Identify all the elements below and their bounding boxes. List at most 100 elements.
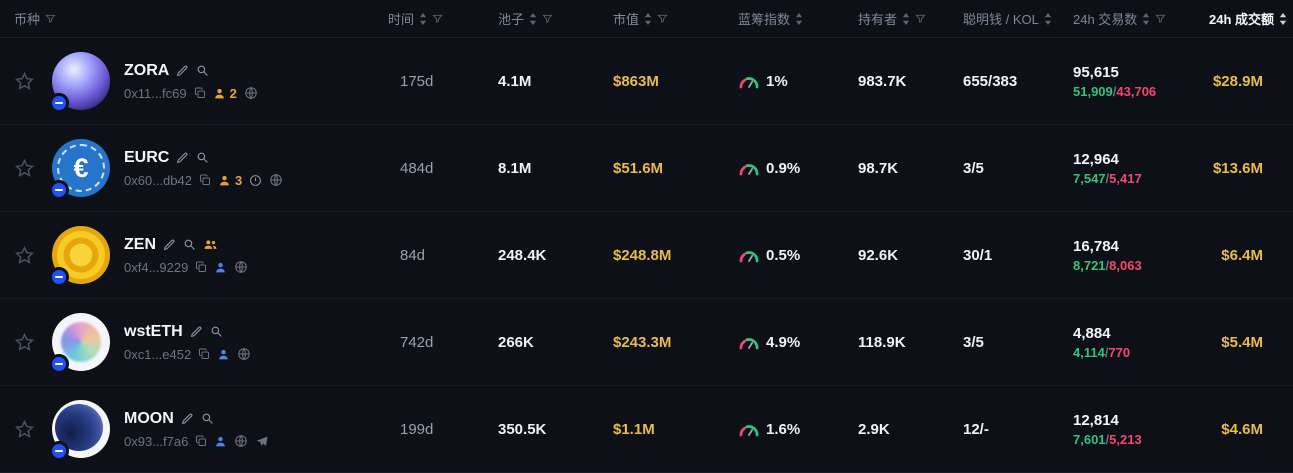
person-icon[interactable] [214, 261, 227, 274]
pool-cell: 248.4K [498, 246, 547, 264]
token-name[interactable]: wstETH [124, 322, 183, 340]
marketcap-cell: $1.1M [613, 420, 655, 438]
volume-cell: $13.6M [1212, 159, 1263, 177]
edit-icon[interactable] [163, 238, 176, 251]
search-icon[interactable] [196, 151, 209, 164]
token-avatar[interactable] [49, 52, 110, 113]
globe-icon[interactable] [269, 173, 283, 187]
transactions-cell: 4,884 4,114/770 [1063, 325, 1198, 360]
marketcap-cell: $243.3M [613, 333, 672, 351]
time-cell: 742d [400, 333, 434, 351]
token-avatar[interactable]: € [49, 139, 110, 200]
bluechip-value: 1% [766, 72, 788, 90]
filter-icon[interactable] [542, 13, 553, 24]
person-icon[interactable] [217, 348, 230, 361]
tx-sells: 43,706 [1116, 83, 1157, 99]
sort-icon[interactable] [795, 12, 803, 25]
favorite-star-icon[interactable] [0, 71, 48, 92]
sort-icon[interactable] [1044, 12, 1052, 25]
token-avatar[interactable] [49, 400, 110, 461]
gauge-icon [738, 335, 760, 350]
column-header-time[interactable]: 时间 [378, 9, 488, 28]
column-header-token[interactable]: 币种 [0, 9, 378, 28]
chain-badge-icon [49, 441, 69, 461]
globe-icon[interactable] [244, 86, 258, 100]
column-header-smartmoney[interactable]: 聪明钱 / KOL [953, 9, 1063, 28]
token-address[interactable]: 0x11...fc69 [124, 85, 187, 101]
column-header-pool[interactable]: 池子 [488, 9, 603, 28]
edit-icon[interactable] [181, 412, 194, 425]
time-cell: 484d [400, 159, 434, 177]
copy-icon[interactable] [194, 87, 206, 99]
column-header-transactions[interactable]: 24h 交易数 [1063, 9, 1198, 28]
edit-icon[interactable] [176, 64, 189, 77]
sort-icon[interactable] [419, 12, 427, 25]
favorite-star-icon[interactable] [0, 245, 48, 266]
token-avatar[interactable] [49, 313, 110, 374]
globe-icon[interactable] [234, 260, 248, 274]
token-name[interactable]: ZORA [124, 61, 170, 79]
table-row[interactable]: MOON 0x93...f7a6 199d 350.5K $1.1M 1.6% … [0, 386, 1293, 473]
table-row[interactable]: € EURC 0x60...db42 3 484d [0, 125, 1293, 212]
people-icon[interactable] [203, 238, 218, 251]
column-label: 24h 成交额 [1208, 12, 1274, 27]
sort-icon[interactable] [644, 12, 652, 25]
smartmoney-cell: 655/383 [963, 72, 1018, 90]
token-address[interactable]: 0x93...f7a6 [124, 433, 189, 449]
table-row[interactable]: ZORA 0x11...fc69 2 175d 4.1M $863M 1% 98… [0, 38, 1293, 125]
sort-icon[interactable] [529, 12, 537, 25]
favorite-star-icon[interactable] [0, 158, 48, 179]
filter-icon[interactable] [915, 13, 926, 24]
warning-icon[interactable] [249, 174, 262, 187]
token-address[interactable]: 0xf4...9229 [124, 259, 189, 275]
column-header-bluechip[interactable]: 蓝筹指数 [728, 9, 848, 28]
bluechip-cell: 0.5% [728, 247, 848, 264]
tx-total: 12,964 [1073, 150, 1119, 168]
search-icon[interactable] [196, 64, 209, 77]
table-row[interactable]: ZEN 0xf4...9229 84d 248.4K $248.8M 0.5% … [0, 212, 1293, 299]
token-cell: MOON 0x93...f7a6 [48, 400, 378, 461]
globe-icon[interactable] [234, 434, 248, 448]
filter-icon[interactable] [45, 13, 56, 24]
globe-icon[interactable] [237, 347, 251, 361]
tx-buys: 4,114 [1073, 344, 1105, 360]
person-icon[interactable] [218, 174, 231, 187]
token-address[interactable]: 0x60...db42 [124, 172, 192, 188]
search-icon[interactable] [183, 238, 196, 251]
column-header-marketcap[interactable]: 市值 [603, 9, 728, 28]
column-header-holders[interactable]: 持有者 [848, 9, 953, 28]
token-address[interactable]: 0xc1...e452 [124, 346, 192, 362]
copy-icon[interactable] [195, 435, 207, 447]
person-icon[interactable] [213, 87, 226, 100]
sort-icon[interactable] [1279, 12, 1287, 25]
column-header-volume[interactable]: 24h 成交额 [1198, 9, 1293, 28]
copy-icon[interactable] [198, 348, 210, 360]
token-name[interactable]: MOON [124, 409, 174, 427]
table-row[interactable]: wstETH 0xc1...e452 742d 266K $243.3M 4.9… [0, 299, 1293, 386]
holders-cell: 98.7K [858, 159, 899, 177]
tx-buys: 7,547 [1073, 170, 1106, 186]
token-name[interactable]: ZEN [124, 235, 156, 253]
marketcap-cell: $248.8M [613, 246, 672, 264]
person-icon[interactable] [214, 435, 227, 448]
transactions-cell: 12,964 7,547/5,417 [1063, 151, 1198, 186]
copy-icon[interactable] [195, 261, 207, 273]
edit-icon[interactable] [176, 151, 189, 164]
sort-icon[interactable] [902, 12, 910, 25]
search-icon[interactable] [201, 412, 214, 425]
favorite-star-icon[interactable] [0, 332, 48, 353]
gauge-icon [738, 74, 760, 89]
token-name[interactable]: EURC [124, 148, 170, 166]
filter-icon[interactable] [1155, 13, 1166, 24]
edit-icon[interactable] [190, 325, 203, 338]
search-icon[interactable] [210, 325, 223, 338]
copy-icon[interactable] [199, 174, 211, 186]
telegram-icon[interactable] [255, 435, 269, 448]
time-cell: 175d [400, 72, 434, 90]
filter-icon[interactable] [657, 13, 668, 24]
person-count: 2 [229, 85, 237, 101]
token-avatar[interactable] [49, 226, 110, 287]
sort-icon[interactable] [1142, 12, 1150, 25]
favorite-star-icon[interactable] [0, 419, 48, 440]
filter-icon[interactable] [432, 13, 443, 24]
